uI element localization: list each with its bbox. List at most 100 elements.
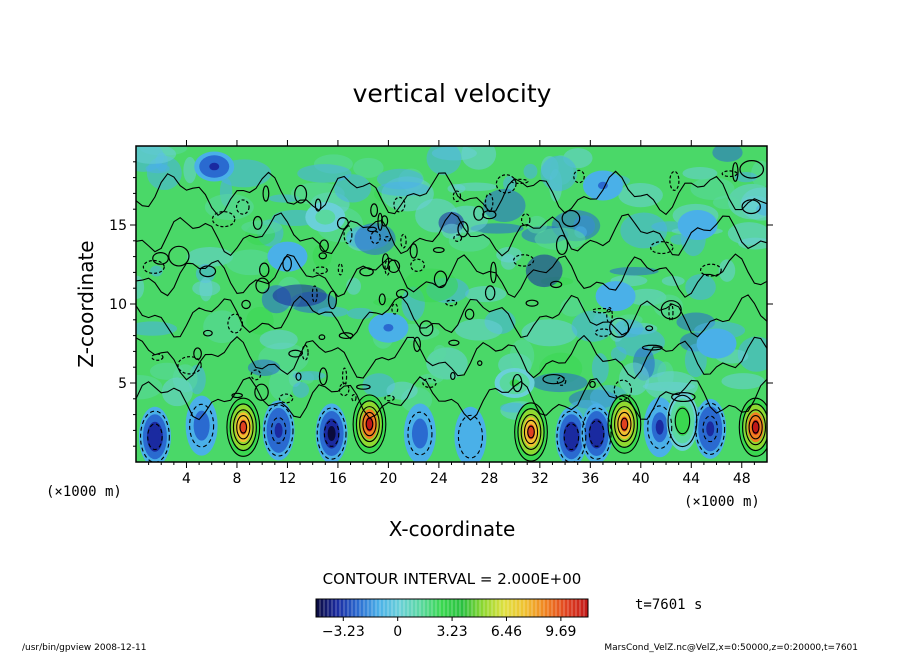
- contour-line: [393, 196, 406, 213]
- contour-line: [563, 423, 580, 451]
- contour-line: [381, 253, 390, 270]
- low-level-cell: [620, 416, 629, 432]
- contour-line: [410, 258, 425, 272]
- contour-line: [413, 336, 421, 352]
- texture-blob: [428, 353, 441, 363]
- texture-blob: [136, 146, 177, 164]
- contour-line: [262, 185, 270, 202]
- contour-line: [341, 367, 348, 386]
- contour-line: [527, 425, 535, 439]
- contour-line: [407, 411, 433, 456]
- contour-line: [556, 376, 567, 386]
- contour-line: [650, 241, 674, 255]
- contour-line: [318, 367, 328, 386]
- texture-blob: [620, 212, 668, 249]
- contour-line: [609, 317, 630, 338]
- contour-line: [588, 420, 605, 447]
- texture-blob: [685, 274, 716, 301]
- texture-blob: [183, 156, 197, 184]
- texture-blob: [461, 146, 497, 170]
- contour-line: [699, 263, 722, 277]
- footer-right: MarsCond_VelZ.nc@VelZ,x=0:50000,z=0:2000…: [604, 643, 858, 653]
- contour-line: [702, 415, 718, 443]
- contour-line: [378, 293, 386, 306]
- contour-line: [295, 372, 302, 381]
- contour-line: [525, 299, 539, 307]
- contour-line: [610, 400, 639, 448]
- contour-line: [255, 277, 270, 294]
- texture-blob: [521, 319, 578, 347]
- contour-line: [278, 393, 294, 404]
- contour-line: [355, 400, 384, 448]
- contour-line: [343, 225, 353, 245]
- contour-line: [259, 262, 270, 278]
- x-tick-label: 32: [531, 471, 549, 487]
- low-level-cell: [415, 426, 424, 442]
- texture-blob: [353, 157, 384, 178]
- texture-blob: [259, 329, 298, 350]
- x-tick-label: 28: [480, 471, 498, 487]
- contour-line: [362, 411, 377, 437]
- low-level-cell: [655, 419, 664, 435]
- texture-blob: [317, 306, 349, 317]
- x-axis-label: X-coordinate: [389, 517, 516, 541]
- low-level-cell: [592, 426, 601, 442]
- colorbar-tick-label: 6.46: [491, 624, 522, 640]
- texture-blob: [150, 265, 163, 277]
- contour-line: [647, 405, 673, 450]
- contour-lines: [136, 160, 767, 462]
- contour-line: [226, 397, 261, 457]
- x-tick-label: 20: [379, 471, 397, 487]
- texture-blob: [199, 276, 213, 302]
- upper-feature: [597, 181, 608, 190]
- contour-line: [542, 373, 565, 385]
- low-level-cell: [706, 421, 715, 437]
- y-axis: 5 10 15: [109, 161, 773, 447]
- contour-line: [177, 356, 202, 375]
- texture-blob: [136, 321, 178, 336]
- texture-blob: [268, 368, 294, 401]
- low-level-cell: [327, 426, 336, 442]
- contour-line: [383, 236, 391, 242]
- texture-blob: [610, 346, 627, 362]
- texture-blob: [161, 377, 193, 407]
- x-tick-label: 24: [430, 471, 448, 487]
- texture-blob: [145, 163, 170, 174]
- contour-line: [617, 411, 632, 437]
- contour-line: [448, 339, 460, 346]
- contour-line: [252, 215, 263, 230]
- contour-line: [721, 170, 738, 178]
- texture-blob: [738, 237, 767, 250]
- contour-line: [384, 259, 391, 276]
- contour-line: [327, 290, 338, 310]
- contour-line: [314, 198, 322, 212]
- low-level-cell: [527, 424, 536, 440]
- contour-line: [142, 259, 165, 274]
- texture-blob: [272, 284, 327, 307]
- x-units-right: (×1000 m): [684, 494, 760, 510]
- contour-line: [484, 285, 496, 301]
- contour-line: [520, 413, 542, 450]
- x-tick-label: 40: [632, 471, 650, 487]
- texture-blob: [136, 275, 145, 299]
- contour-band: [136, 253, 767, 298]
- contour-line: [168, 245, 190, 267]
- low-level-cell: [751, 419, 760, 435]
- texture-blob: [496, 246, 523, 263]
- contour-band: [136, 294, 767, 340]
- texture-blob: [373, 297, 405, 307]
- contour-line: [384, 395, 395, 402]
- contour-line: [613, 379, 633, 401]
- texture-blob: [618, 182, 663, 208]
- texture-blob: [426, 146, 462, 175]
- contour-line: [477, 360, 483, 366]
- texture-blob: [509, 339, 535, 373]
- contour-line: [211, 211, 236, 228]
- contour-line: [370, 203, 379, 218]
- contour-line: [202, 329, 213, 337]
- contour-line: [282, 255, 293, 272]
- contour-line: [457, 221, 469, 238]
- contour-line: [513, 254, 535, 267]
- contour-line: [739, 160, 765, 179]
- contour-line: [549, 280, 563, 289]
